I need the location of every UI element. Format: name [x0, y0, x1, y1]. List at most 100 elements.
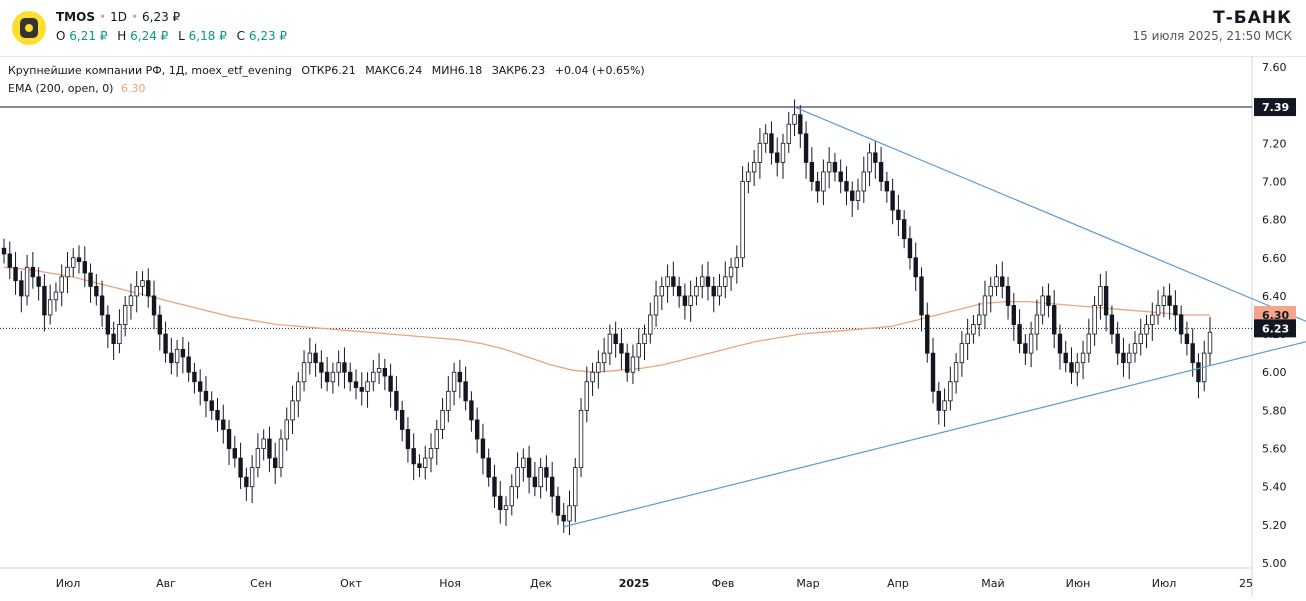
candle-down — [394, 390, 399, 411]
ticker-label[interactable]: TMOS — [56, 10, 95, 24]
candle-down — [1057, 333, 1063, 354]
legend-series-name: Крупнейшие компании РФ, 1Д, moex_etf_eve… — [8, 64, 292, 77]
candle-down — [561, 514, 566, 522]
candle-down — [798, 114, 803, 135]
candle-down — [1011, 305, 1017, 325]
candle-up — [723, 276, 728, 287]
candle-down — [232, 448, 238, 459]
x-tick-label: 25 — [1239, 577, 1253, 590]
candle-down — [1052, 305, 1057, 335]
candle-up — [1098, 285, 1103, 306]
ohlc-low-label: L — [178, 29, 185, 43]
candle-down — [878, 161, 884, 182]
candle-up — [140, 280, 145, 287]
candle-down — [930, 352, 936, 392]
candle-up — [994, 276, 999, 287]
candle-down — [42, 285, 47, 316]
x-tick-label: Сен — [250, 577, 272, 590]
candle-up — [128, 295, 134, 306]
candle-down — [221, 419, 226, 430]
candle-up — [134, 285, 139, 297]
candle-up — [296, 381, 301, 402]
candle-up — [630, 356, 636, 373]
legend-close-label: ЗАКР — [492, 64, 521, 77]
candle-up — [653, 295, 659, 316]
candle-down — [399, 409, 405, 430]
header-bar: TMOS • 1D • 6,23 ₽ O 6,21 ₽ H 6,24 ₽ L 6,18 … — [0, 0, 1306, 56]
candlestick-chart[interactable]: 7.607.407.207.006.806.606.406.206.005.80… — [0, 55, 1306, 597]
legend-change: +0.04 (+0.65%) — [555, 64, 645, 77]
candle-down — [907, 238, 913, 259]
candle-down — [82, 261, 87, 274]
candle-down — [1017, 324, 1022, 345]
time-axis[interactable]: Июл Авг Сен Окт Ноя Дек 2025 Фев Мар Апр Май Июн Июл… — [56, 577, 1253, 590]
candle-up — [659, 285, 665, 297]
candle-down — [1184, 333, 1190, 345]
candle-up — [371, 371, 376, 383]
candle-up — [740, 181, 745, 259]
candle-down — [619, 343, 624, 354]
legend: Крупнейшие компании РФ, 1Д, moex_etf_eve… — [8, 64, 645, 95]
candle-down — [313, 352, 318, 364]
ohlc-high-label: H — [117, 29, 127, 43]
candle-up — [584, 381, 590, 411]
candle-up — [521, 457, 526, 469]
candle-up — [336, 362, 341, 373]
brand-name: Т-БАНК — [1213, 8, 1292, 28]
candle-up — [509, 486, 514, 507]
candle-down — [342, 362, 347, 373]
x-tick-label: Дек — [530, 577, 552, 590]
candle-up — [965, 333, 970, 345]
ohlc-line: O 6,21 ₽ H 6,24 ₽ L 6,18 ₽ C 6,23 ₽ — [56, 29, 293, 43]
candle-up — [1092, 305, 1097, 335]
candle-up — [786, 123, 791, 144]
candle-up — [261, 438, 266, 449]
candle-up — [751, 161, 757, 173]
candle-up — [694, 285, 699, 297]
candle-up — [255, 448, 261, 469]
candle-down — [76, 257, 82, 262]
candle-up — [1144, 324, 1149, 335]
candle-down — [94, 285, 99, 297]
candle-up — [780, 142, 786, 163]
candle-down — [417, 463, 422, 469]
candle-down — [359, 387, 364, 392]
candle-down — [226, 429, 232, 449]
candle-up — [24, 266, 30, 297]
chart-area[interactable]: 7.607.407.207.006.806.606.406.206.005.80… — [0, 55, 1306, 597]
candle-up — [982, 295, 988, 316]
candle-down — [555, 495, 561, 516]
x-tick-label: Фев — [712, 577, 735, 590]
candle-up — [573, 467, 578, 507]
candle-down — [36, 276, 41, 287]
x-tick-label: Ноя — [439, 577, 461, 590]
ohlc-open-label: O — [56, 29, 66, 43]
candle-up — [763, 133, 768, 144]
candle-down — [936, 390, 941, 411]
candle-down — [544, 467, 549, 478]
candle-up — [1040, 295, 1045, 316]
legend-open-label: ОТКР — [301, 64, 331, 77]
candle-down — [1000, 276, 1005, 287]
interval-label[interactable]: 1D — [110, 10, 127, 24]
candle-down — [896, 209, 901, 221]
candle-up — [122, 305, 128, 325]
candle-down — [890, 190, 895, 211]
candle-down — [1121, 352, 1126, 364]
candle-up — [746, 171, 751, 182]
x-tick-label: Июл — [56, 577, 81, 590]
candle-up — [959, 343, 965, 364]
candle-down — [192, 371, 197, 383]
ohlc-high-value: 6,24 ₽ — [130, 29, 169, 43]
price-tag-label: 6.23 — [1262, 322, 1289, 335]
candle-up — [330, 371, 336, 383]
candle-down — [1005, 285, 1011, 306]
candle-down — [215, 409, 220, 421]
candle-up — [734, 257, 740, 268]
candle-up — [861, 171, 866, 192]
candle-up — [826, 161, 832, 173]
candle-down — [388, 375, 393, 392]
candle-down — [492, 476, 497, 497]
ohlc-open-value: 6,21 ₽ — [69, 29, 108, 43]
candle-down — [105, 314, 111, 335]
